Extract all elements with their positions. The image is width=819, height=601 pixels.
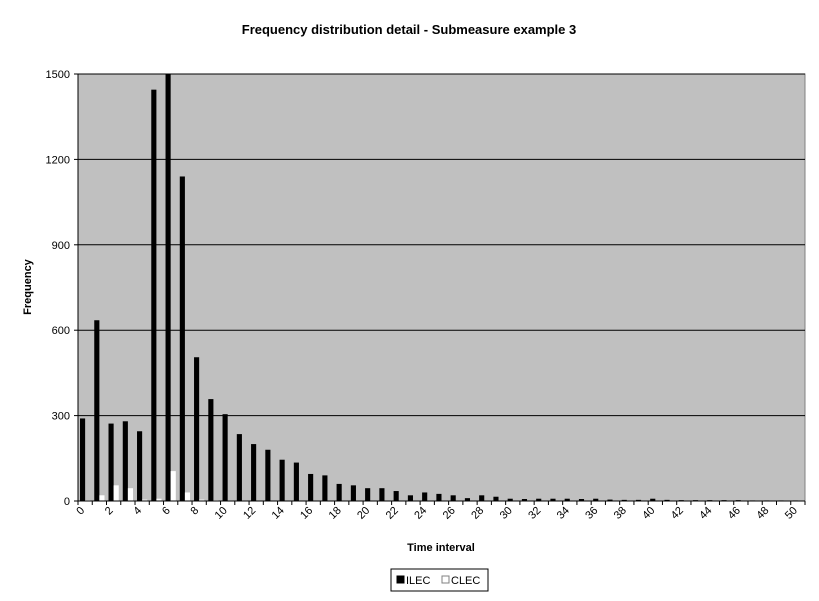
legend-label-ilec: ILEC (406, 575, 431, 587)
bar-clec-7 (184, 492, 191, 501)
x-tick-label-50: 50 (783, 505, 800, 522)
bar-ilec-0 (80, 418, 86, 501)
chart-title: Frequency distribution detail - Submeasu… (242, 22, 576, 37)
x-tick-label-28: 28 (469, 505, 486, 522)
x-tick-label-4: 4 (131, 505, 144, 518)
bar-ilec-13 (265, 449, 271, 501)
x-tick-label-30: 30 (498, 505, 515, 522)
bar-ilec-32 (536, 498, 542, 501)
legend: ILEC CLEC (390, 568, 489, 592)
bar-ilec-23 (407, 495, 413, 501)
bar-clec-4 (142, 499, 148, 501)
bar-ilec-3 (122, 421, 128, 501)
gridlines (78, 73, 805, 417)
x-ticks: 0 2 4 6 8 10 12 14 16 18 20 22 24 26 28 30 32 34 36 38 40 42 4… (74, 501, 806, 522)
bar-ilec-26 (450, 495, 456, 501)
y-tick-label-0: 0 (64, 496, 70, 508)
x-tick-label-16: 16 (298, 505, 315, 522)
x-tick-label-8: 8 (188, 505, 201, 518)
bar-ilec-35 (578, 499, 585, 501)
x-tick-label-22: 22 (384, 505, 401, 522)
x-tick-label-42: 42 (669, 505, 686, 522)
legend-label-clec: CLEC (451, 575, 480, 587)
y-tick-label-600: 600 (52, 325, 70, 337)
y-tick-label-900: 900 (52, 240, 70, 252)
y-axis-label: Frequency (22, 258, 34, 315)
bar-ilec-11 (236, 434, 242, 501)
series-ilec (80, 74, 798, 502)
x-tick-label-40: 40 (640, 505, 657, 522)
x-tick-label-18: 18 (327, 505, 344, 522)
x-tick-label-36: 36 (583, 505, 600, 522)
bar-ilec-25 (436, 493, 442, 501)
bar-clec-1 (99, 495, 105, 501)
bar-ilec-38 (621, 499, 627, 501)
y-tick-label-1200: 1200 (46, 154, 70, 166)
bar-ilec-10 (222, 414, 228, 501)
x-tick-label-46: 46 (726, 505, 743, 522)
legend-swatch-ilec (396, 575, 405, 584)
bars (80, 74, 803, 502)
x-tick-label-12: 12 (241, 505, 258, 522)
x-tick-label-38: 38 (612, 505, 629, 522)
bar-ilec-1 (94, 320, 100, 501)
bar-ilec-39 (635, 499, 642, 501)
x-tick-label-24: 24 (412, 505, 429, 522)
x-tick-label-26: 26 (441, 505, 458, 522)
bar-ilec-6 (165, 74, 171, 501)
legend-box (390, 568, 489, 592)
plot-area (77, 73, 806, 502)
x-tick-label-2: 2 (103, 505, 116, 518)
y-ticks: 0 300 600 900 1200 1500 (46, 69, 78, 508)
bar-ilec-5 (151, 89, 157, 501)
x-tick-label-0: 0 (74, 505, 87, 518)
bar-ilec-15 (293, 462, 299, 501)
bar-ilec-17 (322, 475, 328, 501)
bar-clec-5 (156, 498, 162, 501)
x-tick-label-10: 10 (213, 505, 230, 522)
bar-ilec-34 (564, 498, 570, 501)
bar-ilec-36 (593, 498, 599, 501)
x-axis-label: Time interval (407, 542, 475, 554)
x-tick-label-20: 20 (355, 505, 372, 522)
x-tick-label-48: 48 (754, 505, 771, 522)
bar-ilec-12 (251, 444, 257, 501)
bar-ilec-29 (493, 496, 499, 501)
bar-ilec-37 (607, 499, 613, 501)
bar-clec-3 (127, 488, 134, 501)
bar-ilec-18 (336, 483, 342, 501)
bar-ilec-40 (650, 498, 656, 501)
x-tick-label-6: 6 (160, 505, 173, 518)
axes (77, 74, 805, 502)
bar-ilec-31 (521, 499, 528, 501)
bar-ilec-27 (464, 498, 471, 501)
bar-ilec-22 (393, 491, 399, 501)
bar-ilec-16 (308, 473, 314, 501)
bar-ilec-20 (365, 488, 371, 501)
x-tick-label-44: 44 (697, 505, 714, 522)
bar-ilec-33 (550, 498, 556, 501)
bar-ilec-41 (664, 499, 670, 501)
bar-clec-8 (199, 499, 205, 501)
x-tick-label-34: 34 (555, 505, 572, 522)
bar-clec-2 (113, 485, 119, 501)
legend-swatch-clec (441, 575, 450, 584)
bar-ilec-8 (194, 357, 200, 501)
x-tick-label-14: 14 (270, 505, 287, 522)
bar-ilec-21 (379, 488, 385, 501)
bar-ilec-2 (108, 423, 114, 501)
bar-ilec-14 (279, 459, 285, 501)
bar-ilec-30 (507, 498, 513, 501)
y-tick-label-300: 300 (52, 411, 70, 423)
bar-ilec-28 (479, 495, 485, 501)
y-tick-label-1500: 1500 (46, 69, 70, 81)
bar-ilec-9 (208, 399, 214, 501)
bar-clec-6 (170, 471, 176, 501)
bar-ilec-4 (137, 431, 143, 501)
x-tick-label-32: 32 (526, 505, 543, 522)
bar-ilec-19 (350, 485, 356, 501)
bar-ilec-7 (179, 176, 185, 502)
bar-ilec-24 (422, 492, 428, 501)
